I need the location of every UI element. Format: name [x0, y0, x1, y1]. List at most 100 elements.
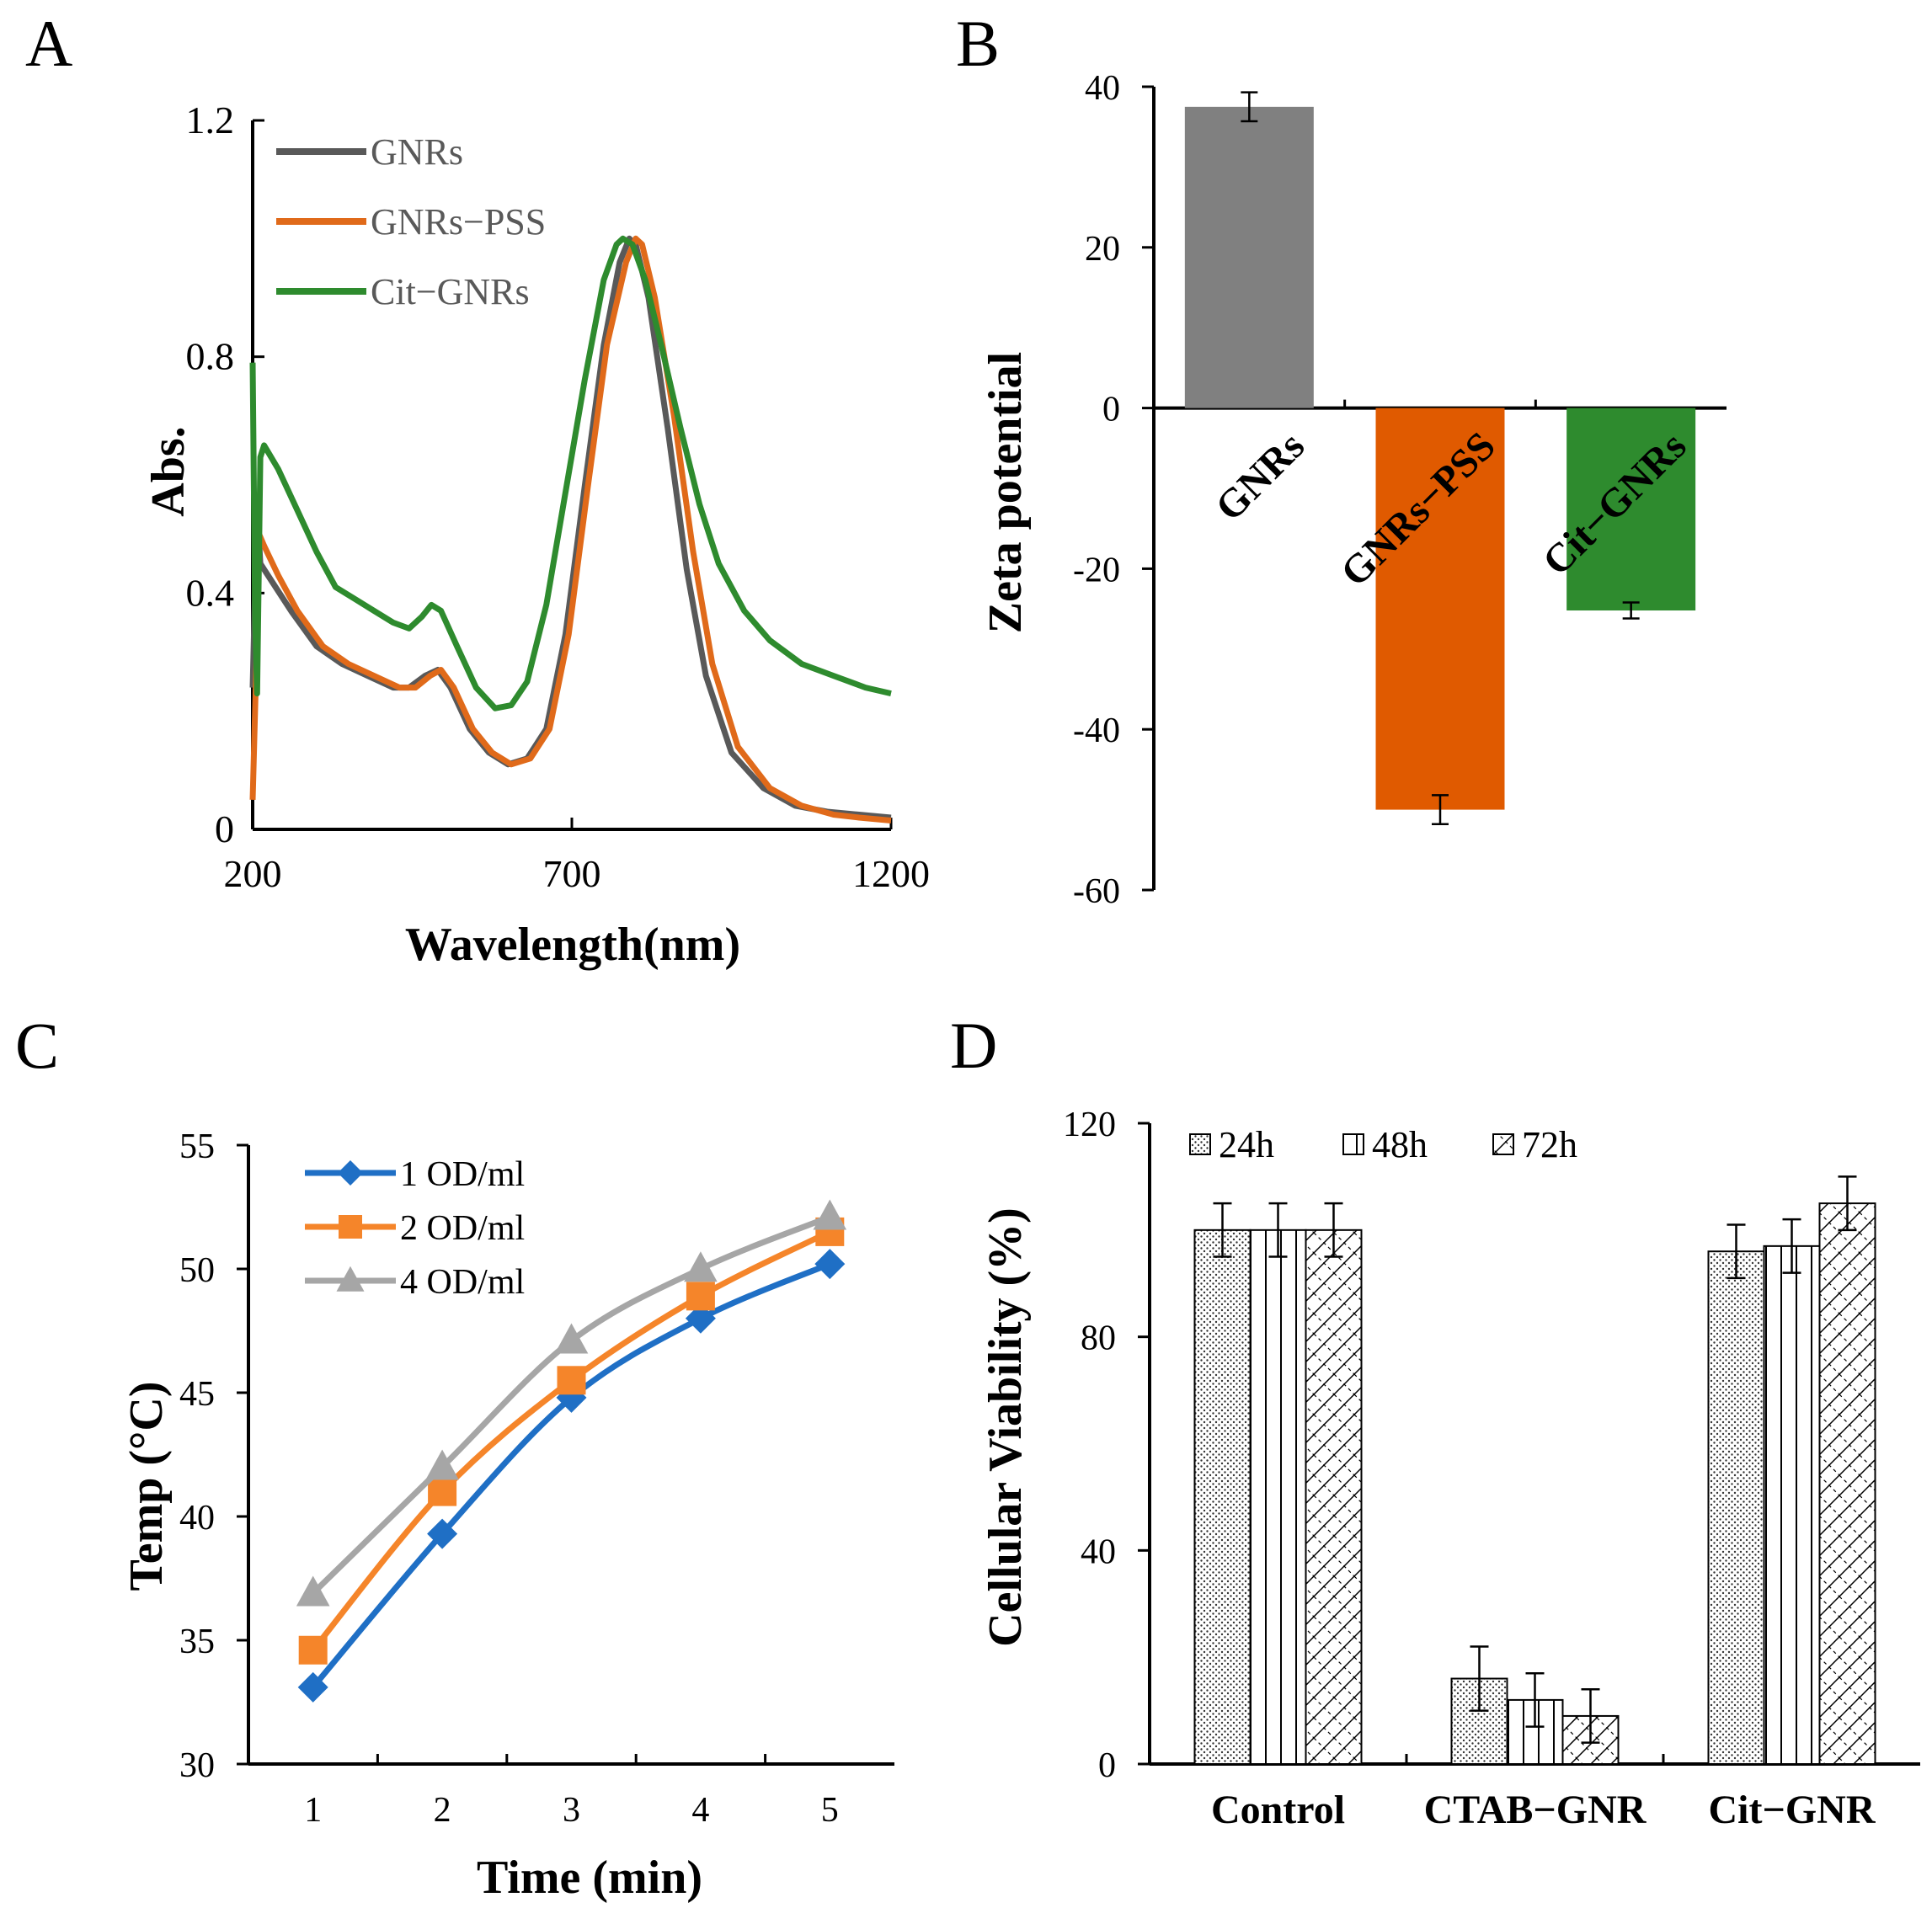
panel-d-bar — [1707, 1250, 1765, 1765]
panel-d-bar — [1305, 1228, 1363, 1766]
panel-b-y-axis-label: Zeta potential — [979, 352, 1032, 633]
panel-label-d: D — [950, 1009, 997, 1082]
panel-b-bar — [1566, 408, 1696, 611]
panel-c-marker — [685, 1303, 716, 1334]
panel-c-marker — [684, 1251, 718, 1282]
panel-a-series-lines — [249, 235, 892, 823]
panel-d-bars — [1193, 1175, 1876, 1766]
panel-c-marker — [428, 1477, 457, 1506]
panel-a-tick-labels: 0 0.4 0.8 1.2 200 700 1200 — [186, 99, 931, 895]
panel-c-y-tick-label: 40 — [179, 1499, 215, 1538]
panel-b-bars — [1184, 91, 1696, 826]
panel-c-y-tick-label: 55 — [179, 1127, 215, 1166]
panel-d-category-label: Cit−GNR — [1709, 1788, 1876, 1832]
panel-d-legend-label: 48h — [1372, 1124, 1428, 1165]
panel-c-x-tick-label: 2 — [434, 1791, 451, 1830]
panel-d-bar — [1818, 1202, 1876, 1765]
panel-b-tick-labels: 40 20 0 -20 -40 -60 — [1073, 69, 1120, 911]
panel-d-y-tick-label: 120 — [1063, 1106, 1116, 1144]
panel-a-series-line — [249, 235, 892, 712]
panel-b-y-tick-label: 0 — [1102, 391, 1120, 429]
panel-b-y-tick-label: 40 — [1085, 69, 1120, 108]
panel-b-bar — [1375, 408, 1505, 810]
panel-d-legend-label: 24h — [1219, 1124, 1274, 1165]
panel-c-marker — [297, 1671, 328, 1703]
panel-d-y-tick-label: 0 — [1098, 1746, 1116, 1785]
panel-a-x-axis-label: Wavelength(nm) — [405, 919, 740, 971]
panel-a-series-line — [249, 235, 892, 823]
panel-c-series — [296, 1199, 847, 1703]
panel-d-legend-swatch — [1492, 1133, 1514, 1155]
panel-b-category-label: GNRs — [1207, 424, 1313, 530]
panel-a-x-tick-label: 1200 — [852, 852, 930, 895]
panel-c-legend-label: 1 OD/ml — [400, 1155, 525, 1194]
panel-a-axes — [251, 119, 893, 831]
panel-d-category-label: Control — [1211, 1788, 1345, 1832]
panel-c-marker — [427, 1518, 458, 1549]
panel-d-legend-swatch — [1189, 1133, 1211, 1155]
panel-d-bar — [1763, 1244, 1821, 1765]
panel-a-y-tick-label: 0.8 — [186, 335, 235, 378]
panel-a-legend: GNRs GNRs−PSS Cit−GNRs — [276, 131, 546, 312]
panel-c-marker — [814, 1249, 846, 1280]
panel-a-legend-label: GNRs−PSS — [371, 201, 546, 242]
panel-c-marker — [339, 1215, 362, 1239]
panel-c-x-tick-label: 5 — [821, 1791, 839, 1830]
panel-c-marker — [813, 1199, 847, 1230]
panel-d-y-tick-label: 80 — [1081, 1319, 1116, 1358]
panel-c-y-tick-label: 50 — [179, 1251, 215, 1290]
panel-c-y-tick-label: 30 — [179, 1746, 215, 1785]
panel-c-legend: 1 OD/ml 2 OD/ml 4 OD/ml — [305, 1155, 525, 1302]
panel-a-y-tick-label: 1.2 — [186, 99, 235, 141]
panel-d-category-label: CTAB−GNR — [1424, 1788, 1647, 1832]
panel-d-category-labels: Control CTAB−GNR Cit−GNR — [1211, 1788, 1876, 1832]
panel-d-y-axis-label: Cellular Viability (%) — [979, 1207, 1032, 1647]
panel-b-y-tick-label: -60 — [1073, 872, 1120, 911]
panel-c-marker — [338, 1160, 363, 1186]
panel-c-marker — [296, 1575, 330, 1607]
panel-b-y-tick-label: -40 — [1073, 712, 1120, 750]
panel-c-marker — [557, 1366, 586, 1395]
panel-d-tick-labels: 0 40 80 120 — [1063, 1106, 1116, 1785]
panel-d-viability-chart: 0 40 80 120 24h 48h 72h Control CTAB−GNR Cit−GN… — [979, 1106, 1920, 1832]
panel-label-b: B — [956, 7, 1000, 80]
panel-c-marker — [554, 1323, 589, 1354]
panel-c-y-axis-label: Temp (°C) — [120, 1382, 173, 1591]
panel-b-bar — [1184, 106, 1314, 408]
panel-a-y-axis-label: Abs. — [142, 426, 195, 516]
panel-d-legend: 24h 48h 72h — [1189, 1124, 1577, 1165]
panel-c-x-tick-label: 4 — [691, 1791, 709, 1830]
panel-d-legend-swatch — [1342, 1133, 1364, 1155]
panel-b-y-tick-label: 20 — [1085, 230, 1120, 269]
panel-a-legend-label: GNRs — [371, 131, 463, 173]
panel-b-y-tick-label: -20 — [1073, 551, 1120, 589]
panel-c-legend-label: 4 OD/ml — [400, 1263, 525, 1302]
panel-a-y-tick-label: 0 — [215, 807, 234, 850]
panel-label-c: C — [15, 1009, 59, 1082]
panel-d-bar — [1249, 1228, 1307, 1766]
panel-c-series-line — [311, 1260, 831, 1690]
panel-c-x-tick-label: 1 — [304, 1791, 322, 1830]
panel-a-x-tick-label: 200 — [224, 852, 282, 895]
panel-c-marker — [336, 1266, 365, 1292]
panel-a-series-line — [249, 235, 892, 821]
panel-a-y-tick-label: 0.4 — [186, 571, 235, 614]
panel-c-x-tick-label: 3 — [563, 1791, 580, 1830]
panel-c-marker — [686, 1282, 715, 1311]
panel-d-bar — [1193, 1228, 1252, 1766]
panel-c-legend-label: 2 OD/ml — [400, 1209, 525, 1248]
panel-c-y-tick-label: 45 — [179, 1375, 215, 1414]
panel-a-legend-label: Cit−GNRs — [371, 271, 530, 312]
panel-c-x-axis-label: Time (min) — [477, 1852, 702, 1904]
panel-label-a: A — [25, 7, 72, 80]
panel-d-legend-label: 72h — [1522, 1124, 1577, 1165]
panel-a-x-tick-label: 700 — [543, 852, 601, 895]
panel-c-marker — [425, 1449, 459, 1480]
panel-c-axes — [237, 1143, 894, 1766]
panel-c-marker — [298, 1635, 328, 1665]
panel-c-y-tick-label: 35 — [179, 1623, 215, 1661]
